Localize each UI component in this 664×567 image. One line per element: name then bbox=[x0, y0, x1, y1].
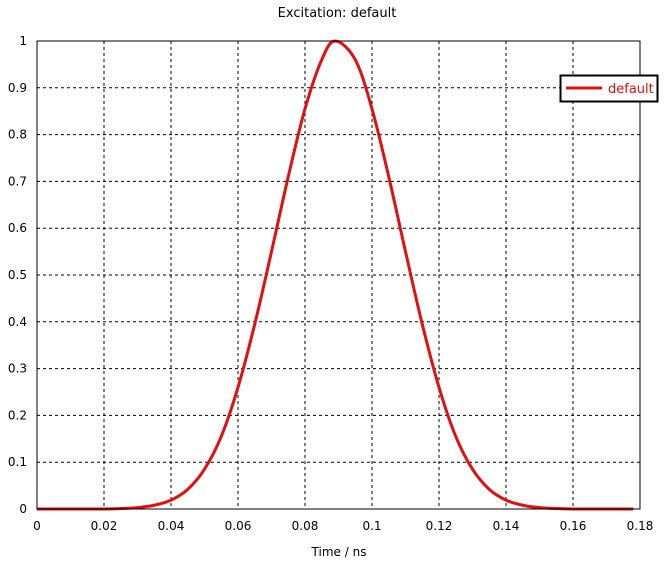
y-tick-label: 0.8 bbox=[8, 128, 27, 142]
x-tick-label: 0.02 bbox=[91, 519, 118, 533]
legend-label-default: default bbox=[608, 82, 654, 97]
y-tick-labels: 0 0.1 0.2 0.3 0.4 0.5 0.6 0.7 0.8 0.9 1 bbox=[8, 34, 27, 516]
y-tick-label: 1 bbox=[19, 34, 27, 48]
x-tick-label: 0.08 bbox=[292, 519, 319, 533]
y-tick-label: 0.6 bbox=[8, 221, 27, 235]
x-tick-labels: 0 0.02 0.04 0.06 0.08 0.1 0.12 0.14 0.16 0.18 bbox=[33, 519, 653, 533]
plot-frame bbox=[36, 40, 641, 510]
series-line-default bbox=[36, 39, 634, 511]
x-axis-label: Time / ns bbox=[311, 545, 367, 559]
y-tick-label: 0.2 bbox=[8, 408, 27, 422]
y-tick-label: 0.3 bbox=[8, 362, 27, 376]
x-tick-label: 0.12 bbox=[426, 519, 453, 533]
y-tick-label: 0.1 bbox=[8, 455, 27, 469]
x-tick-label: 0.1 bbox=[362, 519, 381, 533]
x-tick-label: 0 bbox=[33, 519, 41, 533]
x-tick-label: 0.18 bbox=[627, 519, 654, 533]
legend: default bbox=[559, 74, 659, 103]
y-tick-label: 0.5 bbox=[8, 268, 27, 282]
x-tick-label: 0.06 bbox=[225, 519, 252, 533]
y-tick-label: 0.9 bbox=[8, 81, 27, 95]
legend-box-inner bbox=[560, 75, 658, 102]
y-tick-label: 0 bbox=[19, 502, 27, 516]
y-tick-label: 0.4 bbox=[8, 315, 27, 329]
x-tick-label: 0.04 bbox=[158, 519, 185, 533]
series-layer bbox=[36, 39, 634, 511]
y-tick-label: 0.7 bbox=[8, 174, 27, 188]
chart-title: Excitation: default bbox=[278, 6, 397, 21]
grid-lines bbox=[37, 41, 640, 509]
x-tick-label: 0.16 bbox=[560, 519, 587, 533]
x-tick-label: 0.14 bbox=[493, 519, 520, 533]
